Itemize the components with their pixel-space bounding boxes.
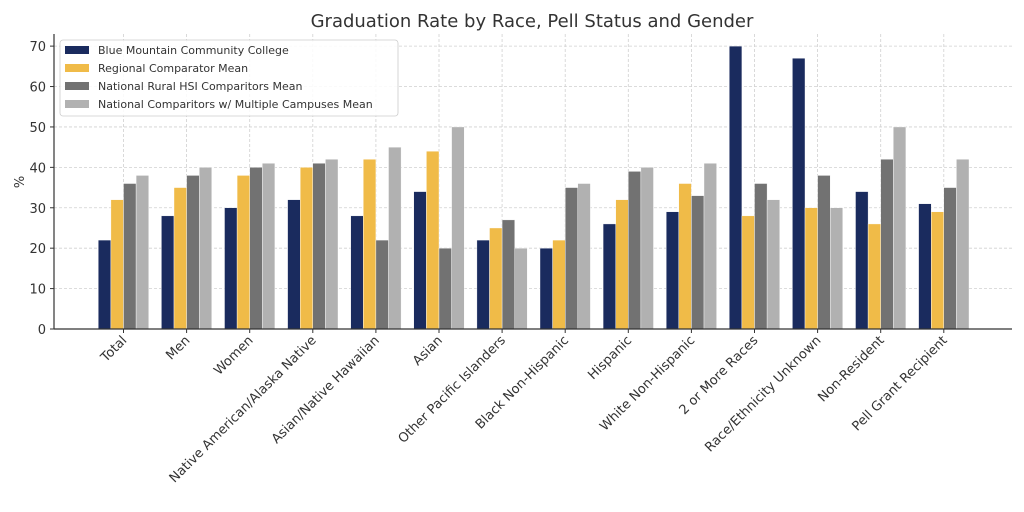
bar-3-10 — [691, 195, 705, 330]
bar-4-1 — [135, 175, 149, 330]
legend: Blue Mountain Community College Regional … — [59, 39, 399, 117]
bar-2-3 — [236, 175, 250, 330]
bar-1-5 — [350, 215, 364, 330]
bar-2-11 — [741, 215, 755, 330]
bar-2-7 — [489, 227, 503, 330]
bar-4-4 — [325, 159, 339, 330]
legend-label-4: National Comparitors w/ Multiple Campuse… — [98, 98, 373, 111]
x-tick-label: Non-Resident — [815, 333, 887, 405]
bar-3-14 — [943, 187, 957, 330]
x-tick-label: Other Pacific Islanders — [396, 333, 509, 446]
bar-4-5 — [388, 146, 402, 330]
legend-swatch-1 — [65, 46, 89, 54]
bar-1-12 — [792, 58, 806, 330]
y-axis-label: % — [13, 176, 28, 188]
bar-2-6 — [426, 150, 440, 330]
bar-2-14 — [931, 211, 945, 330]
bar-1-9 — [602, 223, 616, 330]
bar-2-4 — [300, 167, 314, 330]
bar-4-11 — [766, 199, 780, 330]
bar-1-7 — [476, 239, 490, 330]
y-tick-label: 20 — [29, 242, 46, 257]
bar-1-6 — [413, 191, 427, 330]
bar-1-10 — [666, 211, 680, 330]
legend-swatch-2 — [65, 64, 89, 72]
bar-4-8 — [577, 183, 591, 330]
x-tick-label: Asian — [410, 333, 446, 369]
legend-swatch-4 — [65, 100, 89, 108]
y-tick-label: 60 — [29, 81, 46, 96]
x-tick-label: Hispanic — [585, 333, 635, 383]
bar-3-4 — [312, 163, 326, 330]
bar-4-3 — [262, 163, 276, 330]
bar-4-7 — [514, 247, 528, 330]
y-tick-label: 30 — [29, 202, 46, 217]
x-tick-label: Total — [98, 333, 131, 366]
bar-3-13 — [880, 159, 894, 330]
bar-1-1 — [98, 239, 112, 330]
y-axis-ticks: 0 10 20 30 40 50 60 70 — [29, 40, 54, 338]
y-tick-label: 10 — [29, 283, 46, 298]
legend-swatch-3 — [65, 82, 89, 90]
bar-3-11 — [754, 183, 768, 330]
bar-3-7 — [501, 219, 515, 330]
chart-title: Graduation Rate by Race, Pell Status and… — [311, 11, 754, 32]
bar-3-5 — [375, 239, 389, 330]
bar-2-8 — [552, 239, 566, 330]
bar-1-3 — [224, 207, 238, 330]
bar-4-10 — [703, 163, 717, 330]
bar-2-2 — [173, 187, 187, 330]
bar-3-1 — [123, 183, 137, 330]
bar-1-8 — [539, 247, 553, 330]
legend-box — [59, 39, 399, 117]
bar-4-13 — [893, 126, 907, 330]
bars — [98, 45, 970, 330]
bar-2-12 — [804, 207, 818, 330]
bar-2-5 — [363, 159, 377, 330]
x-tick-label: Race/Ethnicity Unknown — [702, 333, 824, 455]
axes — [53, 34, 1012, 330]
bar-3-2 — [186, 175, 200, 330]
bar-4-2 — [198, 167, 212, 330]
bar-1-4 — [287, 199, 301, 330]
bar-4-6 — [451, 126, 465, 330]
bar-2-9 — [615, 199, 629, 330]
bar-4-9 — [640, 167, 654, 330]
bar-4-14 — [956, 159, 970, 330]
y-tick-label: 50 — [29, 121, 46, 136]
bar-2-1 — [110, 199, 124, 330]
bar-1-14 — [918, 203, 932, 330]
y-tick-label: 40 — [29, 161, 46, 176]
bar-2-10 — [678, 183, 692, 330]
bar-2-13 — [867, 223, 881, 330]
bar-3-3 — [249, 167, 263, 330]
bar-3-12 — [817, 175, 831, 330]
x-tick-label: Women — [211, 333, 256, 378]
x-tick-label: Asian/Native Hawaiian — [269, 333, 383, 447]
bar-3-6 — [438, 247, 452, 330]
bar-1-11 — [729, 45, 743, 330]
bar-1-2 — [161, 215, 175, 330]
legend-label-2: Regional Comparator Mean — [98, 62, 248, 75]
y-tick-label: 70 — [29, 40, 46, 55]
x-tick-label: Men — [163, 333, 193, 363]
bar-3-8 — [565, 187, 579, 330]
bar-4-12 — [830, 207, 844, 330]
bar-3-9 — [628, 171, 642, 330]
legend-label-3: National Rural HSI Comparitors Mean — [98, 80, 302, 93]
y-tick-label: 0 — [38, 323, 46, 338]
legend-label-1: Blue Mountain Community College — [98, 44, 289, 57]
bar-1-13 — [855, 191, 869, 330]
